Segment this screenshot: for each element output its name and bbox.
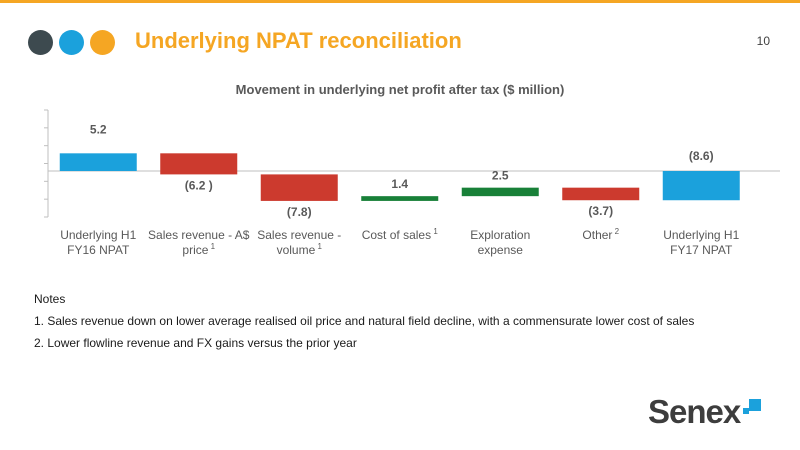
bar-3 [260, 174, 338, 201]
bar-4 [361, 196, 439, 201]
brand-dots [28, 30, 115, 55]
bar-7 [662, 171, 740, 201]
data-label-6: (3.7) [588, 204, 613, 218]
category-label-1: Underlying H1 FY16 NPAT [60, 228, 136, 257]
slide-title: Underlying NPAT reconciliation [135, 28, 462, 53]
category-label-6: Other 2 [582, 227, 619, 242]
chart-title: Movement in underlying net profit after … [235, 82, 565, 97]
senex-logo: Senex [648, 393, 762, 430]
logo-wordmark: Senex [648, 393, 741, 430]
bar-1 [59, 153, 137, 171]
category-label-4: Cost of sales 1 [362, 227, 439, 242]
category-label-2: Sales revenue - A$ price 1 [148, 228, 250, 257]
data-label-4: 1.4 [391, 177, 408, 191]
note-item-2: 2. Lower flowline revenue and FX gains v… [34, 336, 357, 350]
category-label-7: Underlying H1 FY17 NPAT [663, 228, 739, 257]
note-item-1: 1. Sales revenue down on lower average r… [34, 314, 695, 328]
category-label-3: Sales revenue -volume 1 [257, 228, 341, 257]
bar-2 [160, 153, 238, 175]
top-accent-rule [0, 0, 800, 3]
waterfall-chart: 5.2 Underlying H1 FY16 NPAT (6.2 ) Sales rev… [44, 109, 780, 257]
data-label-1: 5.2 [90, 122, 107, 136]
dark-dot [28, 30, 53, 55]
data-label-7: (8.6) [689, 149, 714, 163]
page-number: 10 [756, 34, 770, 48]
blue-dot [59, 30, 84, 55]
data-label-2: (6.2 ) [185, 178, 213, 192]
data-label-3: (7.8) [287, 205, 312, 219]
bar-6 [562, 187, 640, 201]
bar-5 [461, 187, 539, 197]
data-label-5: 2.5 [492, 169, 509, 183]
logo-mark-icon [743, 399, 762, 414]
notes: Notes 1. Sales revenue down on lower ave… [34, 292, 694, 358]
category-label-5: Exploration expense [470, 228, 530, 257]
notes-heading: Notes [34, 292, 66, 306]
orange-dot [90, 30, 115, 55]
